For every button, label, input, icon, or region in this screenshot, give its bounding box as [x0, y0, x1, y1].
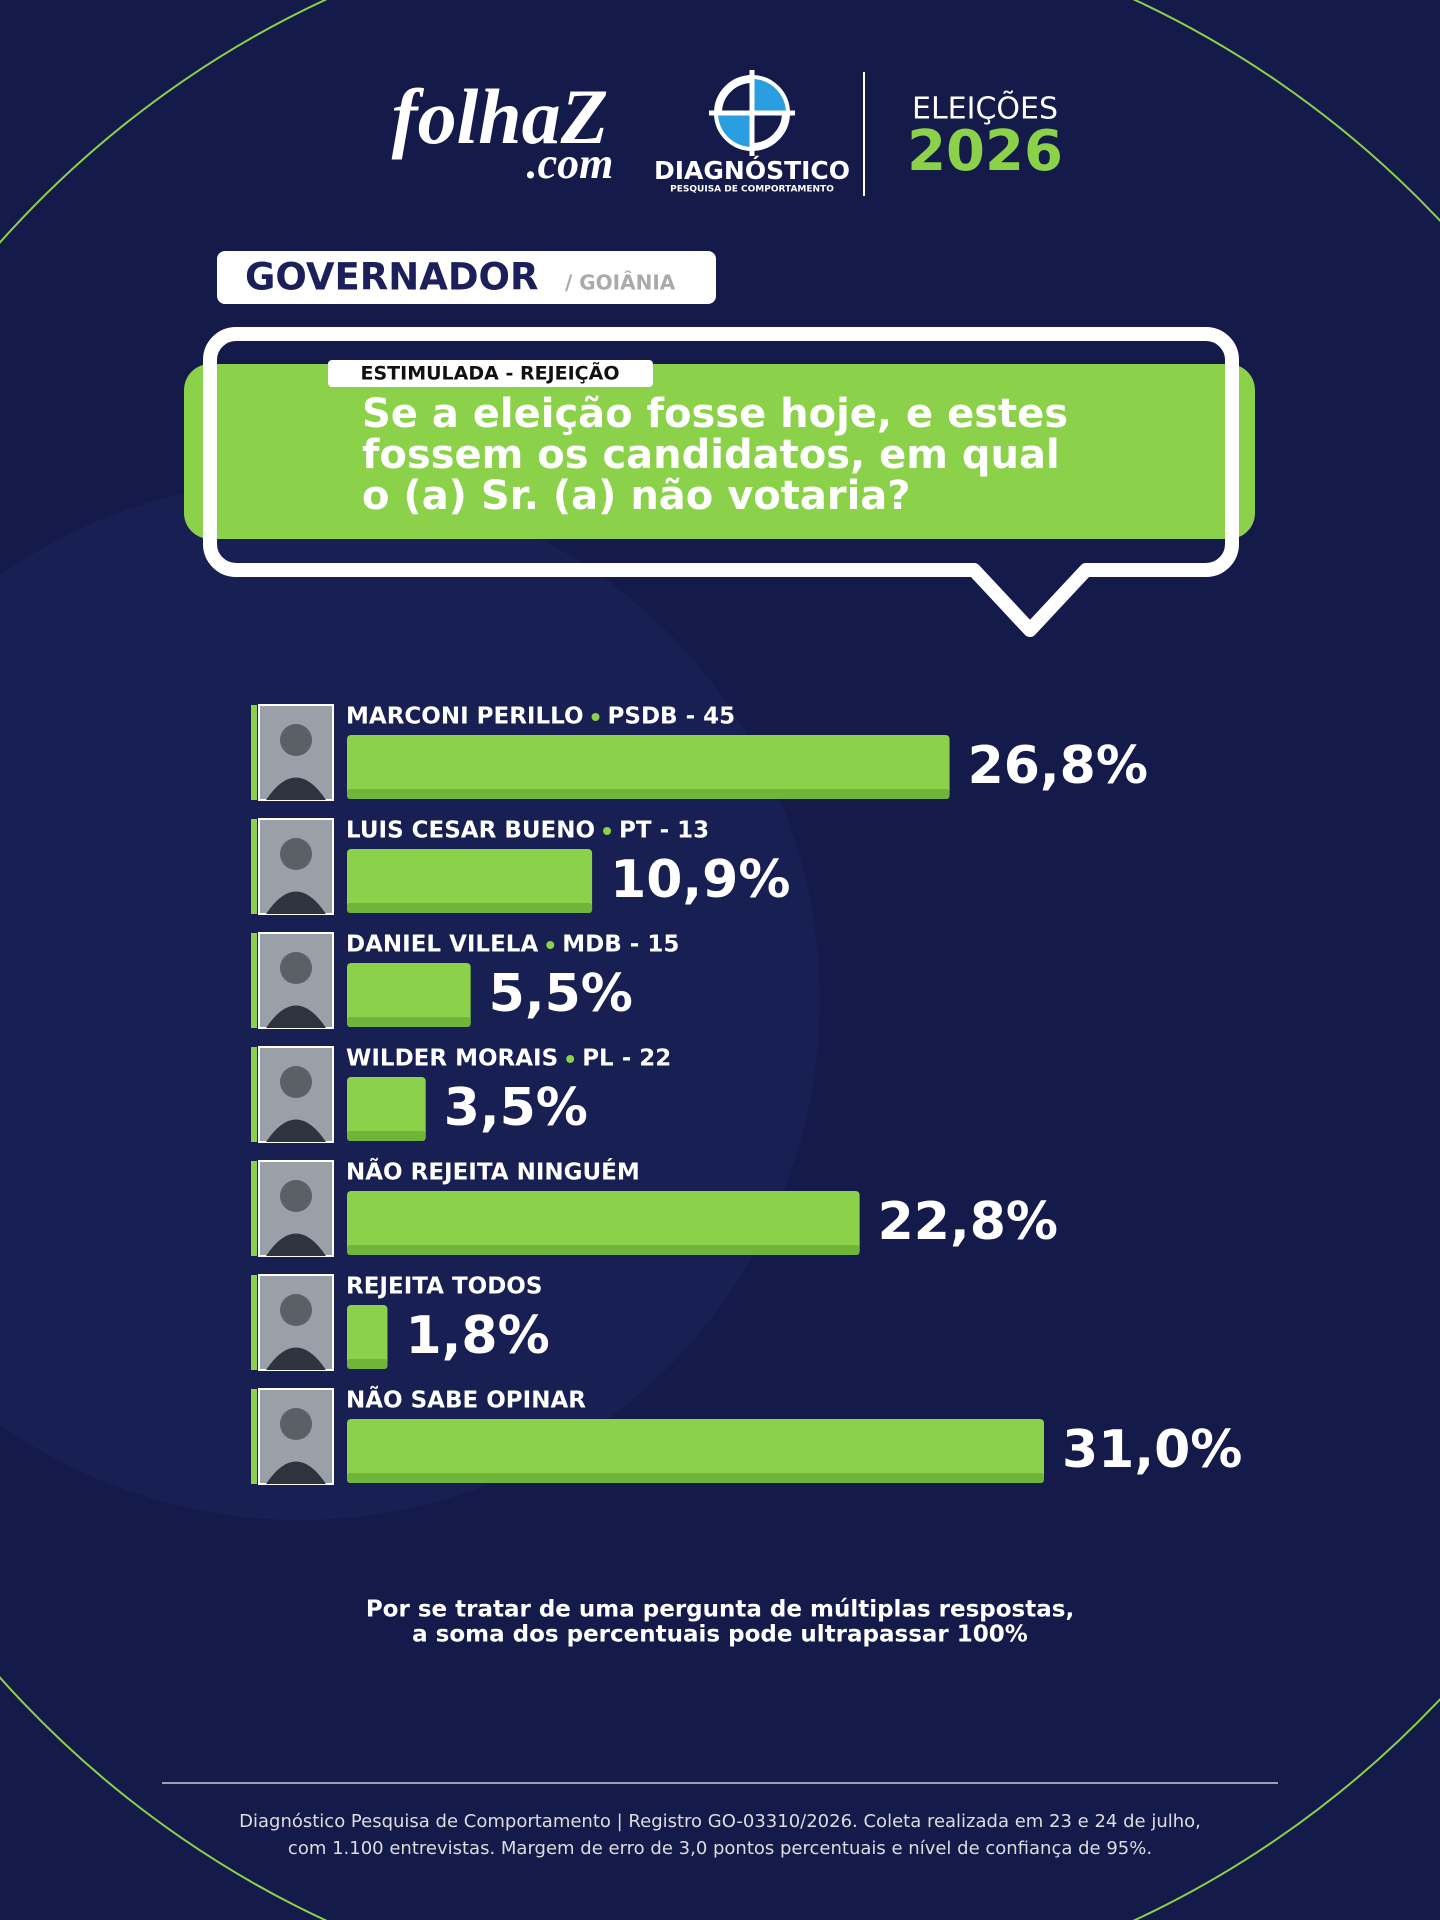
bar	[347, 1419, 1044, 1483]
footer-line: Diagnóstico Pesquisa de Comportamento | …	[239, 1811, 1201, 1832]
institute-logo	[709, 70, 795, 156]
category-label: NÃO SABE OPINAR	[346, 1386, 586, 1414]
accent	[251, 1275, 257, 1370]
bar	[347, 963, 471, 1027]
brand: folhaZ	[392, 73, 609, 160]
accent	[251, 1389, 257, 1484]
value-label: 26,8%	[968, 736, 1148, 796]
footer-line: com 1.100 entrevistas. Margem de erro de…	[288, 1838, 1152, 1859]
category-label: DANIEL VILELA	[346, 932, 538, 958]
bar-shade	[347, 789, 950, 799]
photo-body	[266, 777, 326, 800]
category-label: NÃO REJEITA NINGUÉM	[346, 1158, 640, 1186]
category-label: REJEITA TODOS	[346, 1274, 542, 1300]
note-line: a soma dos percentuais pode ultrapassar …	[412, 1622, 1028, 1648]
speech-bubble	[203, 327, 1239, 637]
photo-body	[266, 1347, 326, 1370]
category-label: LUIS CESAR BUENO	[346, 818, 595, 844]
brand-suffix: .com	[527, 139, 614, 188]
value-label: 5,5%	[489, 964, 633, 1024]
bar-shade	[347, 1131, 426, 1141]
section-box	[217, 251, 716, 304]
photo-head	[280, 1180, 312, 1212]
question-line: fossem os candidatos, em qual	[362, 432, 1060, 478]
photo-body	[266, 1119, 326, 1142]
question-line: Se a eleição fosse hoje, e estes	[362, 391, 1068, 437]
note-line: Por se tratar de uma pergunta de múltipl…	[366, 1597, 1074, 1623]
photo-head	[280, 838, 312, 870]
tag-box	[328, 360, 653, 387]
dot	[603, 827, 612, 835]
photo-head	[280, 1294, 312, 1326]
party-label: PSDB - 45	[608, 704, 736, 730]
category-label: MARCONI PERILLO	[346, 704, 584, 730]
photo-head	[280, 724, 312, 756]
section-place: / GOIÂNIA	[565, 271, 676, 295]
bar	[347, 735, 950, 799]
value-label: 10,9%	[610, 850, 790, 910]
institute: DIAGNÓSTICO	[654, 155, 850, 185]
photo-body	[266, 1233, 326, 1256]
bar-shade	[347, 903, 593, 913]
accent	[251, 933, 257, 1028]
election-year: 2026	[907, 119, 1063, 184]
photo-body	[266, 1461, 326, 1484]
accent	[251, 705, 257, 800]
institute-subtitle: PESQUISA DE COMPORTAMENTO	[670, 185, 834, 195]
value-label: 22,8%	[878, 1192, 1058, 1252]
party-label: MDB - 15	[562, 932, 679, 958]
photo-body	[266, 1005, 326, 1028]
category-label: WILDER MORAIS	[346, 1046, 558, 1072]
photo-head	[280, 952, 312, 984]
bar	[347, 1077, 426, 1141]
bar-shade	[347, 1245, 860, 1255]
bar	[347, 849, 593, 913]
bar-shade	[347, 1359, 388, 1369]
bar-shade	[347, 1473, 1044, 1483]
photo-head	[280, 1066, 312, 1098]
bar-shade	[347, 1017, 471, 1027]
note: Por se tratar de uma pergunta de múltipl…	[366, 1597, 1074, 1648]
value-label: 31,0%	[1062, 1420, 1242, 1480]
value-label: 1,8%	[405, 1306, 549, 1366]
value-label: 3,5%	[444, 1078, 588, 1138]
chart: MARCONI PERILLO PSDB - 45 26,8% LUIS CESAR …	[251, 704, 1242, 1485]
section-title: GOVERNADOR	[245, 256, 539, 299]
party-label: PL - 22	[582, 1046, 671, 1072]
accent	[251, 819, 257, 914]
election-label: ELEIÇÕES	[912, 90, 1058, 127]
dot	[546, 941, 555, 949]
dot	[591, 713, 600, 721]
party-label: PT - 13	[619, 818, 709, 844]
dot	[566, 1055, 575, 1063]
bar	[347, 1191, 860, 1255]
footer: Diagnóstico Pesquisa de Comportamento | …	[239, 1811, 1201, 1859]
photo-body	[266, 891, 326, 914]
bar	[347, 1305, 388, 1369]
question-line: o (a) Sr. (a) não votaria?	[362, 473, 911, 519]
question-bg	[184, 364, 1255, 539]
question-tag: ESTIMULADA - REJEIÇÃO	[361, 361, 620, 385]
accent	[251, 1047, 257, 1142]
photo-head	[280, 1408, 312, 1440]
accent	[251, 1161, 257, 1256]
